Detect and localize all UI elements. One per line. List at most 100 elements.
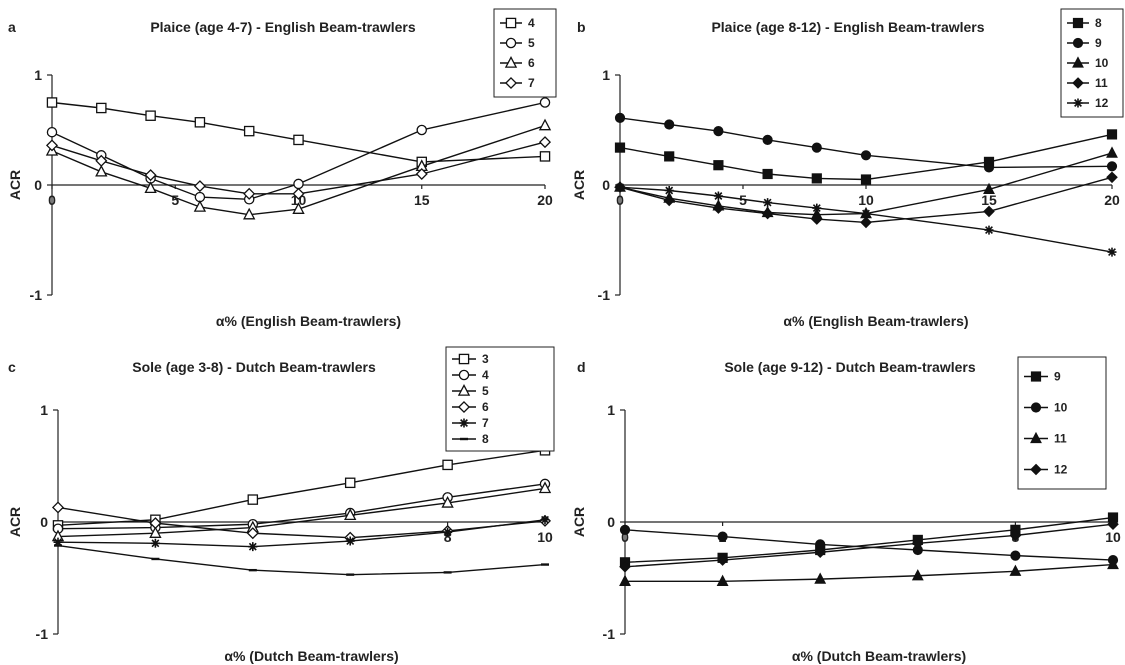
data-point [712, 202, 725, 214]
legend-item: 10 [1067, 56, 1109, 70]
legend-item: 11 [1067, 76, 1108, 90]
data-point [812, 203, 822, 213]
data-point [717, 531, 728, 542]
y-tick-label: 0 [40, 514, 48, 530]
data-point [538, 136, 552, 149]
x-tick-label: 5 [171, 192, 179, 208]
legend-label: 3 [482, 352, 489, 366]
data-point [1107, 557, 1119, 570]
legend-marker [458, 353, 470, 365]
data-point [763, 198, 773, 208]
data-point [443, 527, 453, 537]
data-point [416, 124, 427, 136]
y-tick-label: 0 [602, 177, 610, 193]
data-point [1106, 171, 1118, 184]
panel-c: c Sole (age 3-8) - Dutch Beam-trawlers -1 0… [7, 346, 555, 664]
legend-item: 4 [452, 368, 489, 382]
data-point [248, 542, 258, 552]
legend-item: 11 [1024, 432, 1067, 446]
legend: 4 5 6 7 [493, 8, 557, 98]
series-line [619, 152, 1113, 216]
chart-title: Sole (age 9-12) - Dutch Beam-trawlers [724, 359, 976, 375]
y-tick-label: 1 [40, 402, 48, 418]
data-point [716, 574, 729, 586]
data-point [614, 142, 626, 153]
legend-marker [1072, 56, 1084, 68]
series-line [57, 487, 546, 538]
data-point [145, 110, 156, 121]
legend-label: 5 [528, 36, 535, 50]
data-point [247, 494, 259, 505]
data-point [713, 191, 723, 201]
legend-marker [505, 17, 517, 29]
data-point [1009, 529, 1022, 542]
data-point [713, 160, 724, 171]
data-point [761, 207, 774, 220]
legend-item: 6 [500, 56, 535, 70]
data-point [45, 139, 59, 152]
legend-item: 10 [1024, 401, 1068, 415]
data-point [716, 554, 729, 566]
series-12 [619, 518, 1119, 573]
data-point [983, 162, 995, 173]
x-tick-label: 15 [981, 192, 997, 208]
legend-label: 7 [482, 416, 489, 430]
legend-marker [457, 384, 471, 396]
series-7 [53, 515, 550, 552]
series-line [624, 516, 1114, 564]
data-point [442, 459, 453, 471]
x-axis-title: α% (Dutch Beam-trawlers) [224, 648, 398, 664]
data-point [344, 477, 356, 489]
series-line [619, 186, 1113, 253]
data-point [540, 515, 550, 525]
data-point [150, 538, 160, 548]
legend-label: 4 [528, 16, 535, 30]
legend-item: 8 [452, 432, 489, 446]
legend-item: 9 [1024, 370, 1061, 384]
data-point [1106, 161, 1118, 172]
data-point [193, 200, 207, 212]
data-point [713, 126, 724, 137]
data-point [984, 225, 994, 235]
series-9 [619, 512, 1119, 568]
legend-item: 8 [1067, 16, 1102, 30]
data-point [1106, 129, 1118, 140]
legend-marker [504, 56, 518, 68]
y-tick-label: 1 [34, 67, 42, 83]
data-point [415, 167, 428, 181]
series-line [619, 176, 1113, 224]
series-8 [614, 129, 1118, 185]
x-tick-label: 8 [444, 529, 452, 545]
chart-title: Plaice (age 8-12) - English Beam-trawler… [711, 19, 984, 35]
data-point [243, 187, 256, 200]
data-point [46, 97, 58, 108]
data-point [614, 112, 626, 124]
panel-a: a Plaice (age 4-7) - English Beam-trawler… [7, 8, 557, 329]
legend-item: 5 [500, 36, 535, 50]
legend-marker [504, 76, 518, 90]
series-line [624, 523, 1114, 568]
series-line [51, 101, 546, 201]
legend: 3 4 5 6 7 8 [445, 346, 555, 452]
panel-d: d Sole (age 9-12) - Dutch Beam-trawlers -1… [571, 356, 1121, 664]
data-point [293, 134, 304, 146]
legend-label: 12 [1095, 96, 1109, 110]
data-point [51, 501, 65, 514]
data-point [539, 97, 551, 108]
x-tick-label: 0 [48, 192, 56, 208]
y-tick-label: -1 [36, 626, 49, 642]
y-tick-label: 0 [607, 514, 615, 530]
legend: 8 9 10 11 12 [1060, 8, 1124, 118]
legend-marker [457, 400, 471, 414]
series-line [57, 449, 546, 527]
legend-label: 6 [482, 400, 489, 414]
data-point [1107, 518, 1119, 531]
y-tick-label: -1 [30, 287, 43, 303]
data-point [345, 536, 355, 546]
data-point [983, 205, 995, 218]
legend-item: 7 [452, 416, 489, 430]
data-point [983, 182, 995, 194]
data-point [1106, 146, 1118, 158]
y-axis-title: ACR [571, 507, 587, 537]
legend-marker [1072, 17, 1084, 29]
